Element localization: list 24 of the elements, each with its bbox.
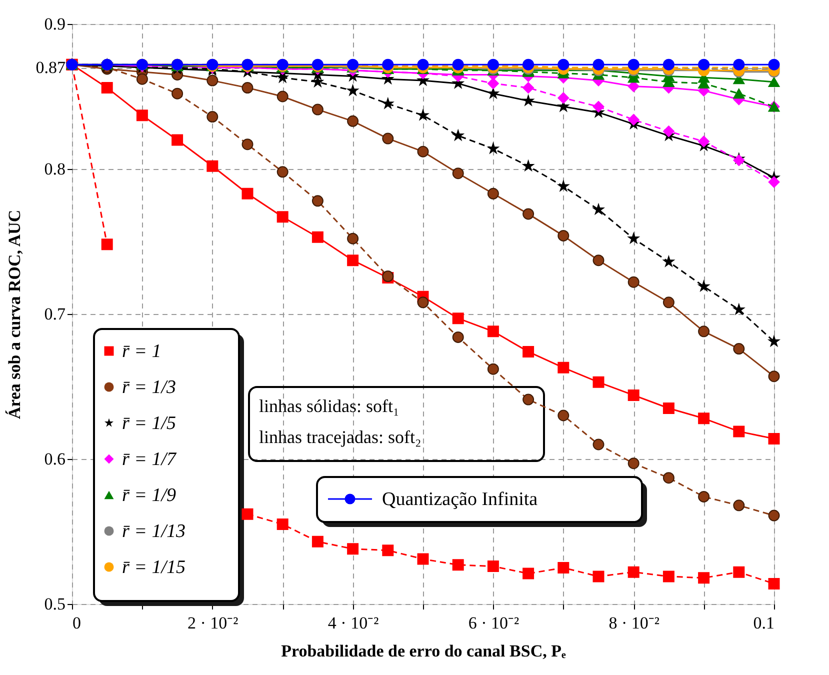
x-tick-label: 6 · 10⁻² [468,614,520,632]
legend-label: r̄ = 1/3 [122,377,176,398]
annotation: linhas tracejadas: soft₂ [259,427,422,447]
x-axis-title: Probabilidade de erro do canal BSC, Pₑ [281,642,566,660]
y-axis-title: Área sob a curva ROC, AUC [4,210,24,420]
legend-label: r̄ = 1 [122,341,162,362]
y-tick-label: 0.9 [44,14,66,34]
y-tick-label: 0.5 [44,594,66,614]
legend-label: r̄ = 1/13 [122,521,186,542]
legend-label: r̄ = 1/5 [122,413,176,434]
y-tick-label: 0.87 [36,58,66,77]
y-tick-label: 0.7 [44,304,66,324]
legend-label: r̄ = 1/15 [122,557,186,578]
legend-label: r̄ = 1/9 [122,485,176,506]
legend-label: Quantização Infinita [382,489,538,510]
x-tick-label: 0.1 [753,614,774,632]
annotation: linhas sólidas: soft₁ [259,396,400,416]
x-tick-label: 4 · 10⁻² [328,614,379,632]
y-tick-label: 0.8 [44,160,66,178]
x-tick-label: 8 · 10⁻² [608,614,660,632]
legend-label: r̄ = 1/7 [122,449,178,470]
y-tick-label: 0.6 [44,450,66,468]
x-tick-label: 2 · 10⁻² [188,614,238,632]
x-tick-label: 0 [72,614,81,632]
